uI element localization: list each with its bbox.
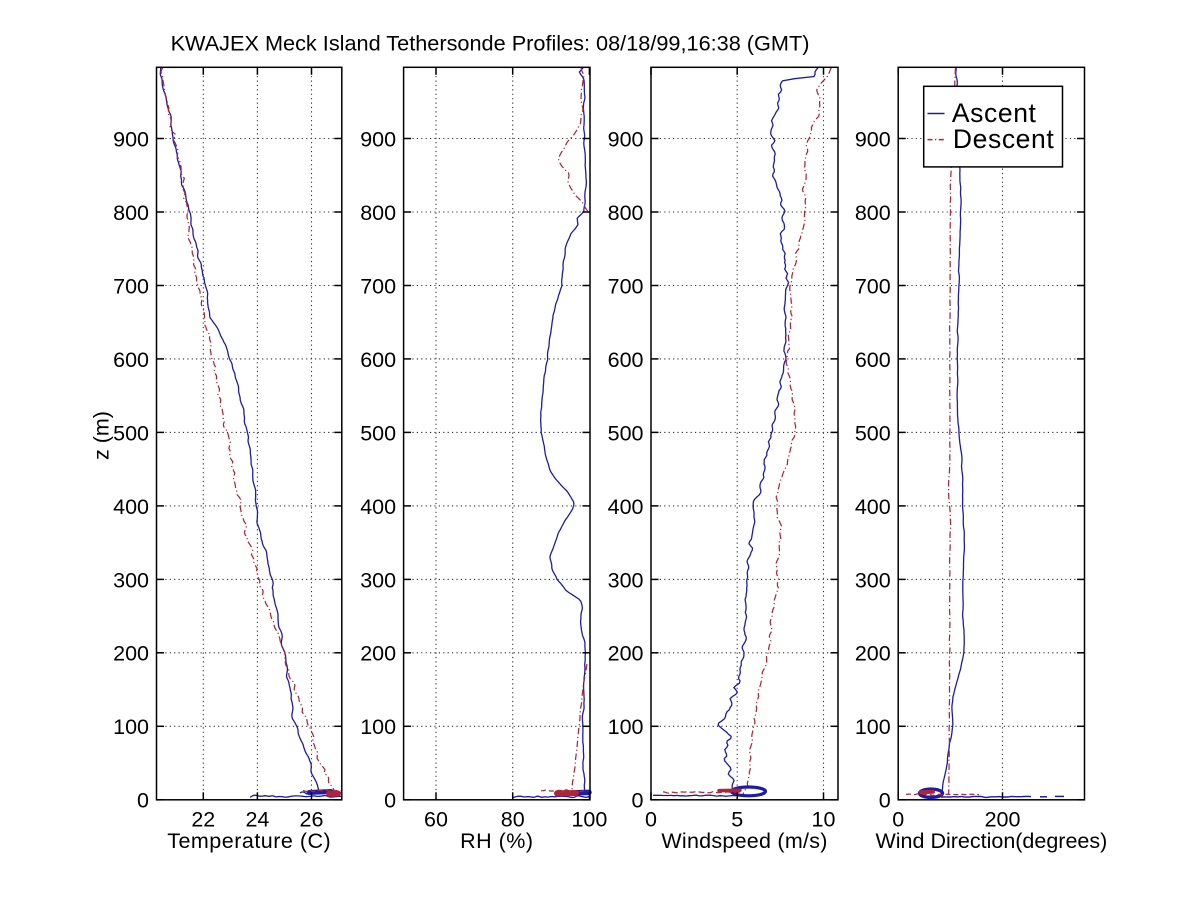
svg-text:400: 400 (360, 495, 396, 519)
svg-text:400: 400 (608, 495, 644, 519)
svg-text:600: 600 (855, 348, 891, 372)
svg-text:Ascent: Ascent (952, 98, 1037, 128)
svg-text:200: 200 (985, 807, 1021, 831)
svg-text:500: 500 (113, 421, 149, 445)
svg-text:300: 300 (855, 568, 891, 592)
svg-text:80: 80 (501, 807, 525, 831)
svg-text:0: 0 (645, 807, 657, 831)
svg-text:100: 100 (113, 715, 149, 739)
svg-text:900: 900 (113, 127, 149, 151)
svg-text:24: 24 (245, 807, 269, 831)
svg-text:200: 200 (608, 642, 644, 666)
svg-text:700: 700 (113, 274, 149, 298)
svg-text:Descent: Descent (953, 124, 1054, 154)
svg-text:500: 500 (855, 421, 891, 445)
svg-text:60: 60 (424, 807, 448, 831)
svg-text:26: 26 (300, 807, 324, 831)
svg-text:100: 100 (571, 807, 607, 831)
svg-text:500: 500 (608, 421, 644, 445)
svg-text:600: 600 (360, 348, 396, 372)
svg-text:400: 400 (855, 495, 891, 519)
svg-text:800: 800 (855, 201, 891, 225)
svg-text:22: 22 (191, 807, 215, 831)
svg-text:200: 200 (113, 642, 149, 666)
svg-text:5: 5 (731, 807, 743, 831)
svg-text:KWAJEX Meck Island Tethersonde: KWAJEX Meck Island Tethersonde Profiles:… (171, 31, 810, 56)
svg-text:0: 0 (892, 807, 904, 831)
svg-text:Windspeed (m/s): Windspeed (m/s) (661, 829, 827, 853)
svg-text:900: 900 (360, 127, 396, 151)
svg-text:300: 300 (608, 568, 644, 592)
svg-text:600: 600 (113, 348, 149, 372)
svg-text:400: 400 (113, 495, 149, 519)
svg-text:800: 800 (360, 201, 396, 225)
svg-text:0: 0 (632, 789, 644, 813)
svg-text:0: 0 (137, 789, 149, 813)
svg-text:700: 700 (360, 274, 396, 298)
svg-text:100: 100 (360, 715, 396, 739)
svg-text:200: 200 (855, 642, 891, 666)
svg-text:900: 900 (608, 127, 644, 151)
svg-text:300: 300 (360, 568, 396, 592)
svg-text:Wind Direction(degrees): Wind Direction(degrees) (875, 829, 1107, 853)
svg-text:200: 200 (360, 642, 396, 666)
svg-text:600: 600 (608, 348, 644, 372)
svg-text:300: 300 (113, 568, 149, 592)
svg-text:900: 900 (855, 127, 891, 151)
svg-text:100: 100 (855, 715, 891, 739)
svg-text:Temperature (C): Temperature (C) (167, 829, 331, 853)
svg-text:500: 500 (360, 421, 396, 445)
svg-text:800: 800 (608, 201, 644, 225)
svg-text:10: 10 (812, 807, 836, 831)
svg-text:RH (%): RH (%) (460, 829, 533, 853)
svg-text:0: 0 (879, 789, 891, 813)
svg-text:100: 100 (608, 715, 644, 739)
svg-text:700: 700 (855, 274, 891, 298)
svg-text:800: 800 (113, 201, 149, 225)
svg-text:700: 700 (608, 274, 644, 298)
svg-text:0: 0 (384, 789, 396, 813)
svg-text:z (m): z (m) (90, 411, 114, 460)
